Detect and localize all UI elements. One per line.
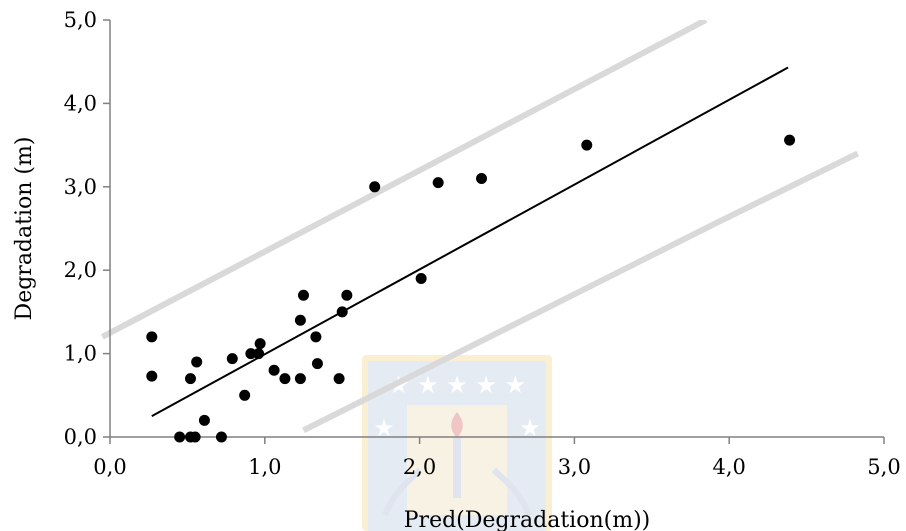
data-point (784, 134, 796, 146)
data-point (336, 306, 348, 318)
x-tick-label: 3,0 (558, 455, 591, 479)
data-point (279, 373, 291, 385)
svg-text:★: ★ (519, 414, 541, 442)
data-point (581, 139, 593, 151)
data-point (198, 414, 210, 426)
data-point (415, 273, 427, 285)
data-point (226, 353, 238, 365)
data-point (215, 431, 227, 443)
data-point (298, 289, 309, 301)
data-point (294, 373, 306, 385)
data-point (268, 364, 280, 376)
y-tick-label: 5,0 (64, 8, 97, 32)
x-tick-label: 1,0 (248, 455, 281, 479)
data-point (311, 358, 323, 370)
data-point (146, 331, 158, 343)
lower-band-line (302, 150, 860, 433)
data-point (341, 289, 353, 301)
y-tick-label: 4,0 (64, 91, 97, 115)
data-point (476, 172, 488, 184)
x-tick-label: 4,0 (712, 455, 745, 479)
watermark-seal: ★ ★ ★ ★ ★ ★ ★ (362, 355, 552, 531)
svg-text:★: ★ (373, 414, 395, 442)
data-point (191, 356, 203, 368)
upper-band-line (100, 20, 708, 340)
x-tick-label: 2,0 (403, 455, 436, 479)
data-point (294, 314, 306, 326)
y-tick-label: 1,0 (64, 342, 97, 366)
y-tick-label: 2,0 (64, 258, 97, 282)
data-point (253, 348, 265, 360)
data-point (432, 177, 444, 189)
data-point (174, 431, 186, 443)
data-point (184, 373, 196, 385)
data-point (333, 373, 345, 385)
data-point (146, 370, 158, 382)
data-point (245, 348, 257, 360)
y-tick-label: 0,0 (64, 425, 97, 449)
x-tick-label: 0,0 (93, 455, 126, 479)
data-point (254, 338, 266, 350)
y-tick-label: 3,0 (64, 175, 97, 199)
x-tick-label: 5,0 (867, 455, 900, 479)
data-point (239, 389, 251, 401)
data-point (369, 181, 381, 193)
data-point (310, 331, 322, 343)
x-axis-title: Pred(Degradation(m)) (404, 508, 650, 531)
y-axis-title: Degradation (m) (12, 137, 37, 321)
data-point (189, 431, 201, 443)
